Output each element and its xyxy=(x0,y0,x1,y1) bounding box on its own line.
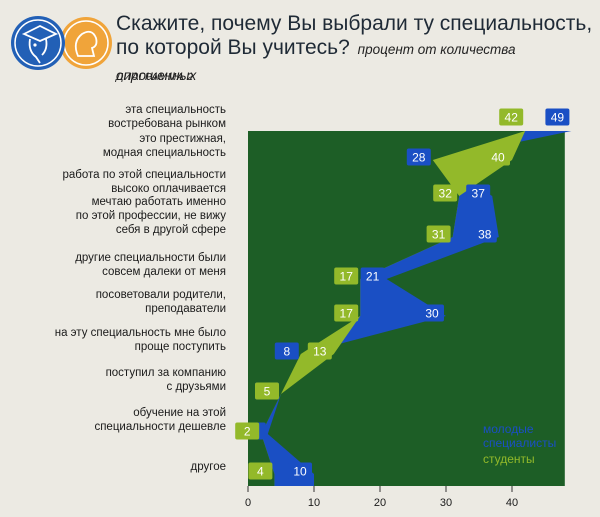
badge-students-box xyxy=(486,148,510,166)
badge-students-box xyxy=(426,225,451,243)
badge-young-specialists: 37 xyxy=(466,184,491,202)
data-label: 40 xyxy=(491,151,505,165)
badge-young-specialists: 21 xyxy=(360,267,385,285)
x-tick-label: 0 xyxy=(245,497,251,509)
data-label: 8 xyxy=(283,345,290,359)
legend-students: студенты xyxy=(483,452,535,466)
category-label: себя в другой сфере xyxy=(116,224,226,236)
x-tick-label: 10 xyxy=(308,497,320,509)
shared-area xyxy=(248,131,526,486)
data-label: 31 xyxy=(432,228,446,242)
badge-students-box xyxy=(499,108,524,126)
data-label: 32 xyxy=(439,187,453,201)
category-label: с друзьями xyxy=(167,381,227,393)
title-line-2: по которой Вы учитесь? xyxy=(116,36,350,59)
data-label: 10 xyxy=(293,465,307,479)
badge-students-box xyxy=(248,462,273,480)
badge-young-specialists-box xyxy=(420,304,444,322)
diagram-label: ДИАГРАММА 2 xyxy=(116,71,194,83)
badge-young-specialists-box xyxy=(472,225,497,243)
x-tick-label: 20 xyxy=(374,497,386,509)
badge-students: 40 xyxy=(486,148,510,166)
category-label: обучение на этой xyxy=(133,407,226,419)
chart-subtitle: процент от количества опрошенных xyxy=(116,42,516,83)
badge-students: 13 xyxy=(307,342,332,360)
badge-young-specialists: 38 xyxy=(472,225,497,243)
badge-young-specialists-box xyxy=(466,184,491,202)
data-label: 21 xyxy=(366,270,380,284)
badge-students: 4 xyxy=(248,462,273,480)
category-label: специальности дешевле xyxy=(94,421,226,433)
badge-young-specialists: 49 xyxy=(545,108,570,126)
category-label: проще поступить xyxy=(135,341,226,353)
category-label: совсем далеки от меня xyxy=(102,266,226,278)
chart-title: Скажите, почему Вы выбрали ту специально… xyxy=(116,12,596,88)
badge-young-specialists-box xyxy=(406,148,431,166)
data-label: 38 xyxy=(478,228,492,242)
category-label: эта специальность xyxy=(125,104,226,116)
badge-young-specialists: 10 xyxy=(288,462,312,480)
logo-icon xyxy=(11,16,112,70)
category-label: преподаватели xyxy=(145,303,226,315)
badge-students-box xyxy=(334,304,359,322)
legend-young-specialists: молодые xyxy=(483,422,534,436)
badge-students: 17 xyxy=(334,267,359,285)
badge-young-specialists-box xyxy=(545,108,570,126)
badge-young-specialists-box xyxy=(274,342,299,360)
badge-students-box xyxy=(334,267,359,285)
badge-students: 5 xyxy=(255,382,279,400)
data-label: 17 xyxy=(340,270,354,284)
badge-young-specialists: 30 xyxy=(420,304,444,322)
badge-students-box xyxy=(307,342,332,360)
data-label: 5 xyxy=(264,385,271,399)
data-label: 13 xyxy=(313,345,327,359)
badge-students-box xyxy=(255,382,279,400)
category-label: другие специальности были xyxy=(75,252,226,264)
badge-students-box xyxy=(235,422,260,440)
title-line-1: Скажите, почему Вы выбрали ту специально… xyxy=(116,12,593,35)
badge-young-specialists: 8 xyxy=(274,342,299,360)
data-label: 28 xyxy=(412,151,426,165)
badge-young-specialists-box xyxy=(360,267,385,285)
category-label: востребована рынком xyxy=(108,118,226,130)
data-label: 49 xyxy=(551,111,565,125)
badge-students: 17 xyxy=(334,304,359,322)
category-label: высоко оплачивается xyxy=(111,183,226,195)
data-label: 2 xyxy=(244,425,251,439)
category-label: посоветовали родители, xyxy=(96,289,226,301)
badge-young-specialists: 28 xyxy=(406,148,431,166)
category-label: по этой профессии, не вижу xyxy=(76,210,226,222)
legend-young-specialists: специалисты xyxy=(483,436,556,450)
category-label: поступил за компанию xyxy=(106,367,227,379)
category-label: работа по этой специальности xyxy=(62,169,226,181)
badge-students-box xyxy=(433,184,458,202)
x-tick-label: 30 xyxy=(440,497,452,509)
category-label: мечтаю работать именно xyxy=(92,196,226,208)
x-tick-label: 40 xyxy=(506,497,518,509)
badge-young-specialists-box xyxy=(288,462,312,480)
category-label: другое xyxy=(191,461,226,473)
data-label: 4 xyxy=(257,465,264,479)
badge-students: 42 xyxy=(499,108,524,126)
badge-students: 31 xyxy=(426,225,451,243)
data-label: 30 xyxy=(425,307,439,321)
category-label: это престижная, xyxy=(139,133,226,145)
data-label: 37 xyxy=(472,187,486,201)
badge-students: 32 xyxy=(433,184,458,202)
data-label: 17 xyxy=(340,307,354,321)
data-label: 42 xyxy=(505,111,519,125)
category-label: модная специальность xyxy=(103,147,226,159)
category-label: на эту специальность мне было xyxy=(55,327,226,339)
badge-students: 2 xyxy=(235,422,260,440)
